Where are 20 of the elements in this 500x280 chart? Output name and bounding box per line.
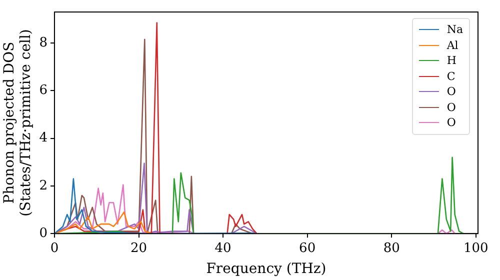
legend-label: C [446,68,456,84]
x-tick-label: 100 [463,240,488,256]
legend-label: O [446,84,456,100]
legend-label: Na [446,22,463,38]
x-tick-label: 20 [130,240,148,256]
legend-label: H [446,53,456,68]
legend-label: Al [446,38,458,53]
y-tick-label: 4 [39,130,48,146]
legend-label: O [446,100,456,115]
y-tick-label: 0 [39,226,48,241]
legend-label: O [446,115,456,130]
x-axis-title: Frequency (THz) [206,261,326,278]
y-tick-label: 8 [39,35,48,50]
x-tick-label: 0 [50,240,59,256]
y-axis-title: Phonon projected DOS (States/THz·primitive cell) [2,29,34,216]
x-tick-label: 40 [214,240,232,256]
x-tick-label: 60 [299,240,316,256]
x-tick-label: 80 [383,240,400,256]
y-tick-label: 6 [39,83,48,98]
y-tick-label: 2 [39,178,48,194]
